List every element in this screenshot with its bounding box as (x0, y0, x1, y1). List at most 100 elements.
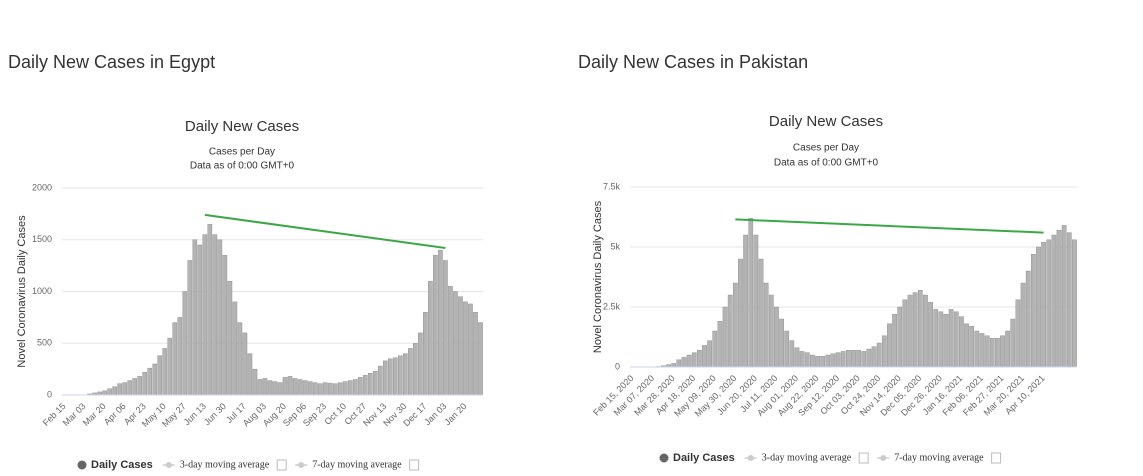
bar (267, 380, 273, 396)
bar (974, 330, 980, 368)
bar (408, 348, 413, 396)
bar (302, 380, 308, 396)
bar (423, 312, 428, 396)
legend-label: 3-day moving average (762, 452, 852, 463)
bar (247, 353, 253, 396)
bar (272, 381, 278, 396)
bar (964, 323, 969, 368)
bar (332, 383, 338, 396)
bar (347, 380, 353, 396)
bar (753, 234, 759, 368)
bar (282, 377, 288, 396)
legend-marker (880, 455, 887, 461)
bar (122, 382, 127, 396)
bar (217, 239, 223, 396)
bar (312, 382, 318, 396)
bar (758, 258, 764, 368)
bar (953, 311, 959, 368)
bar (923, 294, 928, 368)
chart-panel: Daily New Cases in Pakistan Daily New Cas… (578, 52, 1077, 464)
bar (212, 234, 218, 396)
legend-marker (747, 455, 754, 461)
bar (840, 351, 846, 368)
bar (969, 326, 975, 368)
bar (242, 332, 248, 396)
bar (722, 306, 728, 368)
legend-box (991, 452, 1002, 464)
chart-subtitle: Data as of 0:00 GMT+0 (774, 158, 879, 169)
bar (352, 379, 358, 396)
y-tick-label: 500 (37, 338, 52, 348)
bar (799, 351, 805, 368)
bar (984, 335, 990, 368)
bar (794, 347, 800, 368)
bar (132, 378, 137, 396)
bar (327, 382, 333, 396)
y-tick-label: 0 (47, 389, 52, 399)
y-axis-label: Novel Coronavirus Daily Cases (592, 200, 604, 353)
bar (789, 340, 795, 368)
bar (443, 260, 448, 396)
bar (830, 353, 836, 368)
bar (1066, 232, 1072, 368)
bar (804, 352, 810, 368)
bar (468, 303, 473, 396)
y-tick-label: 1000 (32, 286, 52, 296)
bar (732, 282, 738, 368)
bar (127, 380, 132, 396)
chart-subtitle: Cases per Day (793, 143, 859, 154)
bar (413, 343, 418, 396)
bar (137, 376, 142, 396)
bar (979, 333, 985, 368)
bar (1005, 330, 1010, 368)
bar (152, 363, 158, 396)
bar (717, 321, 723, 368)
bar (292, 378, 298, 396)
chart-title: Daily New Cases (769, 113, 883, 130)
chart-subtitle: Cases per Day (209, 147, 275, 158)
bar (707, 340, 712, 368)
bar (871, 346, 877, 368)
bar (317, 383, 323, 396)
bar (372, 370, 378, 396)
legend-label: Daily Cases (91, 459, 153, 471)
bar (820, 356, 826, 368)
bar (142, 372, 148, 396)
chart-subtitle: Data as of 0:00 GMT+0 (190, 161, 295, 172)
bar (147, 367, 153, 396)
bar (1072, 239, 1077, 368)
bar (691, 352, 697, 368)
bar (1025, 270, 1031, 368)
bar (197, 244, 203, 396)
bar (928, 302, 933, 368)
legend-box (276, 459, 287, 471)
bar (835, 352, 841, 368)
bar (846, 350, 851, 368)
bar (989, 338, 995, 368)
legend-label: 3-day moving average (180, 459, 270, 470)
bar (784, 330, 790, 368)
bar (1041, 241, 1046, 368)
bar (712, 330, 718, 368)
bar (448, 286, 453, 396)
bar (287, 376, 293, 396)
chart-title: Daily New Cases (185, 118, 299, 135)
bar (202, 234, 208, 396)
bar (825, 354, 831, 368)
legend-marker (77, 460, 87, 470)
bar (297, 379, 303, 396)
bar (1020, 282, 1026, 368)
legend-box (409, 459, 420, 471)
bar (337, 382, 343, 396)
y-tick-label: 5k (610, 241, 620, 251)
bar (382, 360, 388, 396)
bar (815, 356, 820, 368)
bar (938, 311, 944, 368)
y-tick-label: 2000 (32, 182, 52, 192)
bar (892, 314, 897, 368)
bar (458, 296, 463, 396)
legend-label: 7-day moving average (894, 452, 984, 463)
bar (192, 239, 198, 396)
y-tick-label: 7.5k (603, 181, 621, 191)
